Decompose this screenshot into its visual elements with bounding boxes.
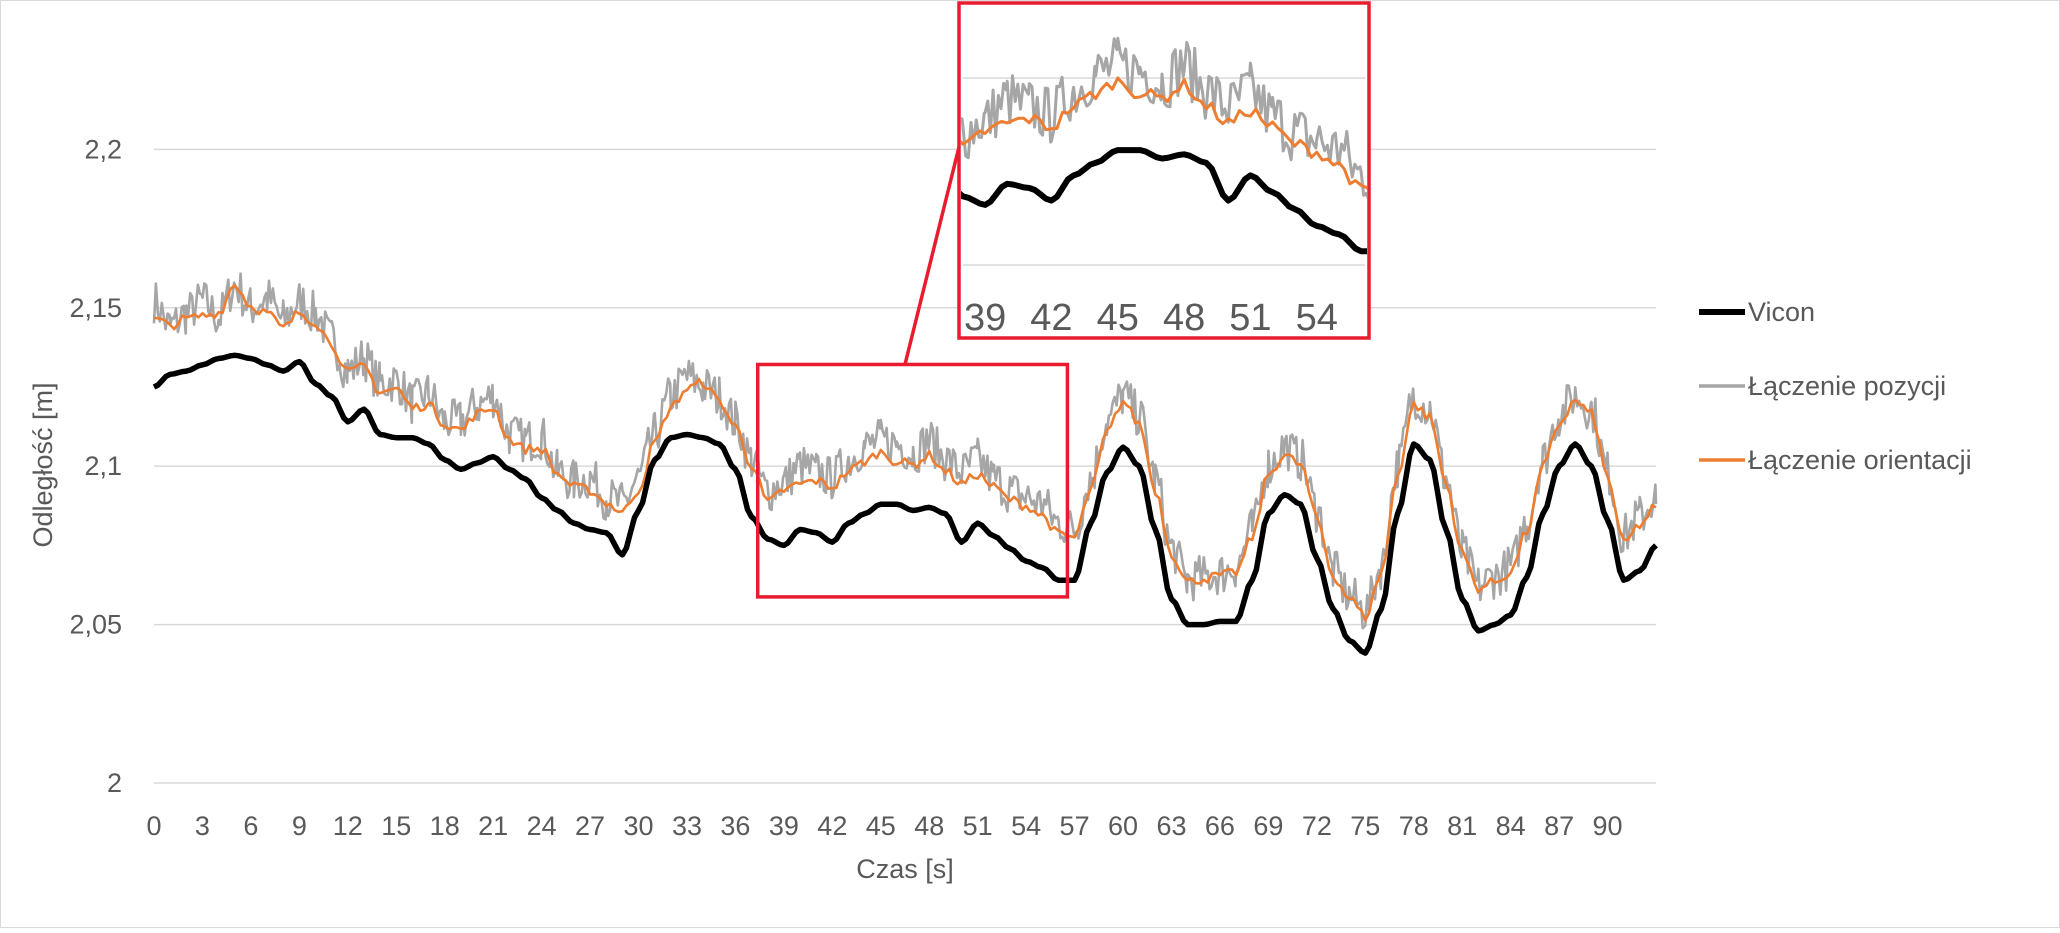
x-tick-label: 48: [914, 811, 944, 841]
inset-series-line: [961, 76, 1367, 190]
x-tick-label: 12: [333, 811, 363, 841]
legend: Vicon Łączenie pozycji Łączenie orientacji: [1699, 297, 1972, 475]
inset-x-tick-label: 45: [1097, 297, 1139, 339]
y-tick-label: 2: [107, 768, 122, 798]
x-tick-label: 39: [769, 811, 799, 841]
y-tick-label: 2,05: [69, 610, 122, 640]
legend-label: Vicon: [1748, 297, 1815, 327]
x-tick-label: 51: [963, 811, 993, 841]
x-tick-label: 27: [575, 811, 605, 841]
series-line: [152, 352, 1658, 656]
x-tick-label: 78: [1399, 811, 1429, 841]
x-tick-label: 45: [866, 811, 896, 841]
x-tick-label: 57: [1060, 811, 1090, 841]
x-tick-label: 72: [1302, 811, 1332, 841]
inset-x-tick-label: 51: [1229, 297, 1271, 339]
inset-x-tick-label: 39: [964, 297, 1006, 339]
y-axis-ticks: 2 2,05 2,1 2,15 2,2: [69, 134, 122, 798]
x-tick-label: 6: [243, 811, 258, 841]
series-line: [153, 283, 1657, 622]
x-axis-ticks: 0 3 6 9 12 15 18 21 24 27 30 33 36 39 42 45 48 51 54 57 60 63…: [146, 811, 1622, 841]
inset-x-tick-label: 42: [1030, 297, 1072, 339]
x-tick-label: 87: [1544, 811, 1574, 841]
x-tick-label: 21: [478, 811, 508, 841]
inset-connector: [903, 146, 961, 365]
inset-series-line: [961, 36, 1367, 199]
x-tick-label: 30: [623, 811, 653, 841]
x-tick-label: 63: [1156, 811, 1186, 841]
y-tick-label: 2,1: [84, 451, 122, 481]
inset-border: [957, 1, 1371, 340]
x-tick-label: 66: [1205, 811, 1235, 841]
x-tick-label: 36: [720, 811, 750, 841]
y-tick-label: 2,15: [69, 293, 122, 323]
y-tick-label: 2,2: [84, 134, 122, 164]
x-tick-label: 54: [1011, 811, 1041, 841]
x-tick-label: 81: [1447, 811, 1477, 841]
x-tick-label: 15: [381, 811, 411, 841]
x-tick-label: 24: [527, 811, 557, 841]
x-tick-label: 69: [1253, 811, 1283, 841]
inset-x-tick-label: 48: [1163, 297, 1205, 339]
legend-label: Łączenie orientacji: [1748, 445, 1972, 475]
x-tick-label: 3: [195, 811, 210, 841]
y-axis-label: Odległość [m]: [28, 382, 58, 547]
x-tick-label: 9: [292, 811, 307, 841]
inset-series: [961, 36, 1367, 255]
x-tick-label: 60: [1108, 811, 1138, 841]
inset-series-line: [961, 147, 1367, 255]
x-axis-label: Czas [s]: [856, 854, 954, 884]
x-tick-label: 33: [672, 811, 702, 841]
highlight-box: [755, 362, 1070, 599]
inset-background: [959, 3, 1369, 338]
x-tick-label: 75: [1350, 811, 1380, 841]
x-tick-label: 0: [146, 811, 161, 841]
gridlines: [154, 148, 1656, 784]
zoom-inset: 39 42 45 48 51 54: [903, 1, 1371, 365]
legend-label: Łączenie pozycji: [1748, 371, 1946, 401]
series-line: [152, 272, 1658, 630]
series-lines: [152, 272, 1658, 656]
x-tick-label: 90: [1593, 811, 1623, 841]
zoom-highlight: [755, 362, 1070, 599]
x-tick-label: 42: [817, 811, 847, 841]
x-tick-label: 84: [1496, 811, 1526, 841]
x-tick-label: 18: [430, 811, 460, 841]
inset-x-tick-label: 54: [1296, 297, 1338, 339]
